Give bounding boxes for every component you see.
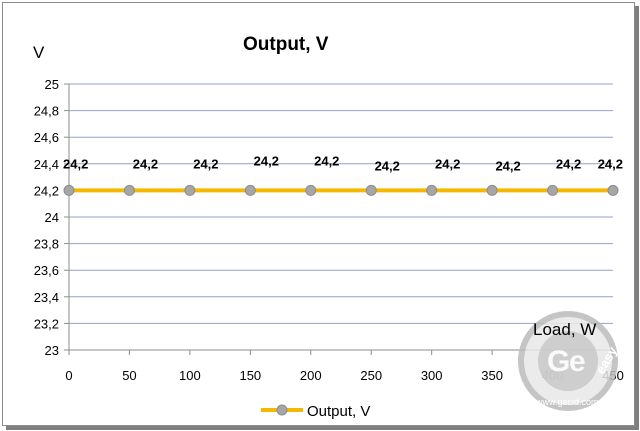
x-tick-label: 200 <box>300 368 322 383</box>
data-point <box>244 184 256 196</box>
data-point <box>547 184 559 196</box>
y-tick-label: 23,6 <box>34 263 59 278</box>
y-tick-label: 25 <box>45 77 59 92</box>
y-tick-label: 24,6 <box>34 130 59 145</box>
y-tick-label: 24,2 <box>34 183 59 198</box>
data-label: 24,2 <box>314 153 339 168</box>
y-axis-label: V <box>33 43 45 62</box>
x-tick-label: 100 <box>179 368 201 383</box>
data-point <box>123 184 135 196</box>
data-label: 24,2 <box>556 156 581 171</box>
data-label: 24,2 <box>133 156 158 171</box>
data-point <box>365 184 377 196</box>
legend-label: Output, V <box>307 403 370 420</box>
x-tick-label: 150 <box>239 368 261 383</box>
data-point <box>486 184 498 196</box>
y-tick-label: 24,8 <box>34 104 59 119</box>
data-label: 24,2 <box>375 158 400 173</box>
y-tick-label: 23 <box>45 343 59 358</box>
gridlines <box>68 83 613 351</box>
y-tick-label: 23,2 <box>34 316 59 331</box>
legend-marker-swatch <box>276 404 288 416</box>
data-point <box>184 184 196 196</box>
x-tick-label: 0 <box>65 368 72 383</box>
data-label: 24,2 <box>435 156 460 171</box>
data-label: 24,2 <box>495 158 520 173</box>
svg-text:G: G <box>547 345 570 378</box>
x-tick-label: 50 <box>122 368 136 383</box>
gecid-watermark-logo: G e www.gecid.com easy <box>518 311 620 411</box>
svg-text:e: e <box>569 345 586 378</box>
x-tick-label: 250 <box>360 368 382 383</box>
chart-frame: Output, V V 23 23,2 23,4 23,6 23,8 24 24,2 24,4… <box>2 2 635 426</box>
chart-title: Output, V <box>243 34 329 55</box>
series-output-v: 24,2 24,2 24,2 24,2 24,2 24,2 24,2 24,2 24,2 24,2 <box>63 153 623 196</box>
y-tick-label: 23,4 <box>34 290 59 305</box>
data-label: 24,2 <box>193 156 218 171</box>
data-point <box>63 184 75 196</box>
x-tick-label: 300 <box>421 368 443 383</box>
x-tick-label: 350 <box>481 368 503 383</box>
data-label: 24,2 <box>254 153 279 168</box>
data-label: 24,2 <box>598 156 623 171</box>
legend: Output, V <box>261 403 370 420</box>
y-tick-label: 24,4 <box>34 157 59 172</box>
chart: Output, V V 23 23,2 23,4 23,6 23,8 24 24,2 24,4… <box>33 34 624 420</box>
data-point <box>607 184 619 196</box>
data-label: 24,2 <box>63 156 88 171</box>
x-axis-label: Load, W <box>533 320 596 339</box>
data-point <box>305 184 317 196</box>
y-axis-ticks: 23 23,2 23,4 23,6 23,8 24 24,2 24,4 24,6 24,8 25 <box>34 77 69 358</box>
data-point <box>426 184 438 196</box>
y-tick-label: 24 <box>45 210 59 225</box>
svg-text:www.gecid.com: www.gecid.com <box>535 397 599 407</box>
y-tick-label: 23,8 <box>34 237 59 252</box>
